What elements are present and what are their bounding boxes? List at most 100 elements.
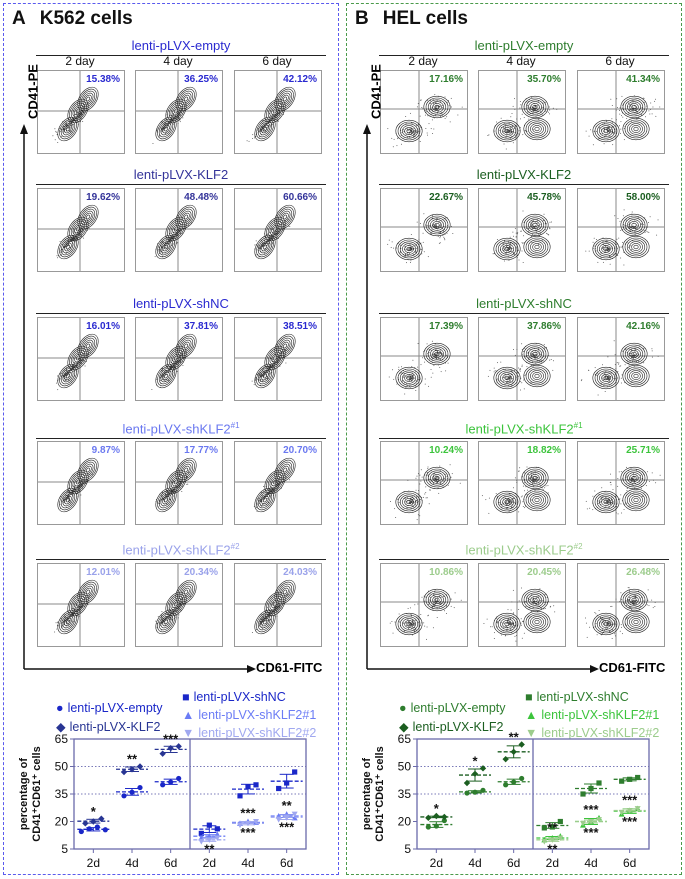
data-point — [511, 779, 517, 785]
data-point — [78, 828, 84, 835]
dot-plot: 5 20 35 50 65 percentage ofCD41⁺CD61⁺ cells 2d… — [361, 730, 650, 870]
legend-label: lenti-pLVX-empty — [67, 701, 163, 715]
data-point — [253, 819, 259, 825]
data-point — [276, 785, 282, 792]
flow-plot: 35.70% — [478, 70, 566, 154]
x-axis-label: CD61-FITC — [256, 660, 323, 675]
x-axis-label: CD61-FITC — [599, 660, 666, 675]
data-point — [237, 822, 243, 829]
legend-label: lenti-pLVX-shNC — [536, 690, 629, 704]
group-name: lenti-pLVX-KLF2 — [476, 167, 572, 182]
quadrant-percentage: 9.87% — [91, 445, 120, 456]
data-point — [471, 770, 479, 778]
significance-stars: *** — [583, 802, 599, 817]
group-title: lenti-pLVX-shNC — [36, 296, 326, 311]
quadrant-percentage: 48.48% — [184, 192, 218, 203]
flow-plot: 37.81% — [135, 317, 223, 401]
significance-stars: ** — [127, 752, 138, 767]
y-tick-label: 20 — [55, 815, 69, 829]
group-title: lenti-pLVX-shKLF2#1 — [36, 421, 326, 436]
legend-item: ■ lenti-pLVX-shNC — [182, 690, 286, 704]
divider — [379, 184, 669, 185]
data-point — [480, 787, 486, 793]
data-point — [128, 766, 136, 773]
divider — [36, 438, 326, 439]
data-point — [120, 768, 128, 776]
data-point — [441, 813, 448, 821]
quadrant-percentage: 25.71% — [626, 445, 660, 456]
group-title: lenti-pLVX-shKLF2#2 — [379, 542, 669, 557]
significance-stars: ** — [282, 798, 293, 813]
quadrant-percentage: 18.82% — [527, 445, 561, 456]
flow-plot: 20.34% — [135, 563, 223, 647]
significance-stars: *** — [240, 825, 256, 840]
flow-plot: 22.67% — [380, 188, 468, 272]
data-point — [167, 744, 174, 752]
group-superscript: #1 — [573, 421, 583, 430]
divider — [36, 313, 326, 314]
x-tick-label: 4d — [584, 856, 597, 870]
data-point — [510, 748, 517, 756]
data-point — [137, 784, 143, 791]
data-point — [503, 782, 509, 788]
x-tick-label: 2d — [87, 856, 100, 870]
flow-plot: 17.39% — [380, 317, 468, 401]
significance-stars: ** — [509, 730, 520, 745]
legend-item: ◆ lenti-pLVX-KLF2 — [399, 719, 503, 734]
data-point — [284, 780, 290, 786]
diamond-marker-icon: ◆ — [56, 720, 66, 734]
day-label: 4 day — [506, 54, 536, 68]
flow-plot: 48.48% — [135, 188, 223, 272]
data-point — [291, 811, 298, 818]
panel-label: B HEL cells — [355, 8, 468, 30]
data-point — [441, 817, 447, 824]
quadrant-percentage: 20.70% — [283, 445, 317, 456]
group-name: lenti-pLVX-KLF2 — [133, 167, 229, 182]
flow-plot: 58.00% — [577, 188, 665, 272]
x-tick-label: 2d — [203, 856, 216, 870]
legend-item: ● lenti-pLVX-empty — [56, 701, 163, 715]
quadrant-percentage: 22.67% — [429, 192, 463, 203]
group-name: lenti-pLVX-shKLF2 — [122, 421, 231, 437]
data-point — [176, 775, 182, 782]
data-point — [275, 817, 282, 823]
legend-item: ■ lenti-pLVX-shNC — [525, 690, 629, 704]
group-superscript: #1 — [230, 421, 240, 430]
data-point — [557, 818, 563, 825]
quadrant-percentage: 60.66% — [283, 192, 317, 203]
group-title: lenti-pLVX-KLF2 — [36, 167, 326, 182]
data-point — [635, 774, 641, 781]
group-name: lenti-pLVX-shKLF2 — [465, 421, 574, 437]
significance-stars: ** — [204, 842, 215, 857]
x-tick-label: 6d — [164, 856, 177, 870]
diamond-marker-icon: ◆ — [399, 720, 409, 734]
flow-plot: 42.12% — [234, 70, 322, 154]
data-point — [198, 839, 205, 845]
data-point — [206, 822, 212, 828]
quadrant-percentage: 17.16% — [429, 74, 463, 85]
group-name: lenti-pLVX-shKLF2 — [465, 542, 574, 558]
legend-item: ▲ lenti-pLVX-shKLF2#1 — [182, 708, 316, 722]
quadrant-percentage: 37.86% — [527, 321, 561, 332]
flow-plot: 60.66% — [234, 188, 322, 272]
data-point — [102, 827, 108, 833]
data-point — [237, 793, 243, 799]
data-point — [121, 793, 127, 799]
significance-stars: *** — [622, 814, 638, 829]
legend-label: lenti-pLVX-shKLF2#2 — [541, 726, 660, 740]
data-point — [596, 817, 602, 823]
flow-plot: 17.77% — [135, 441, 223, 525]
data-point — [588, 819, 594, 825]
significance-stars: ** — [547, 842, 558, 857]
flow-plot: 20.70% — [234, 441, 322, 525]
group-name: lenti-pLVX-empty — [131, 38, 231, 53]
legend-label: lenti-pLVX-shNC — [193, 690, 286, 704]
quadrant-percentage: 24.03% — [283, 567, 317, 578]
flow-plot: 45.78% — [478, 188, 566, 272]
y-tick-label: 5 — [61, 842, 68, 856]
quadrant-percentage: 36.25% — [184, 74, 218, 85]
circle-marker-icon: ● — [399, 701, 407, 715]
data-point — [245, 820, 251, 827]
divider — [36, 55, 326, 56]
quadrant-percentage: 42.12% — [283, 74, 317, 85]
